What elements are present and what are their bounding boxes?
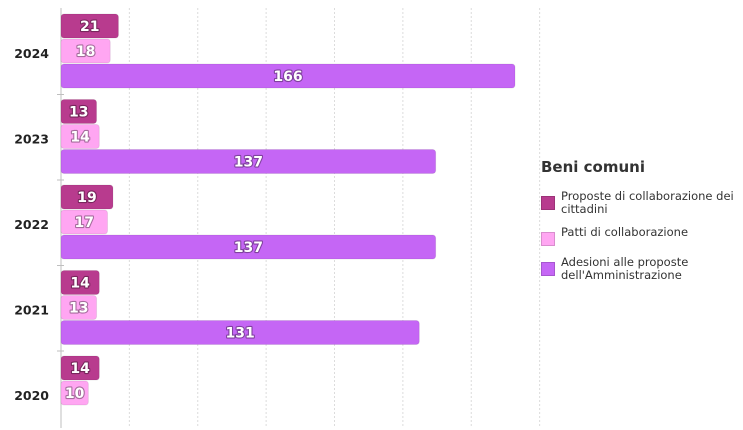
data-label: 17 (75, 215, 94, 231)
data-label: 10 (65, 386, 85, 402)
bar (60, 13, 119, 39)
bar (60, 63, 516, 89)
legend-item-adesioni[interactable]: Adesioni alle proposte dell'Amministrazi… (541, 256, 741, 282)
bar (60, 234, 437, 260)
data-label: 14 (70, 276, 90, 292)
data-label: 13 (69, 301, 88, 317)
category-label: 2020 (14, 388, 49, 403)
data-label: 18 (76, 44, 95, 60)
bar (60, 380, 89, 406)
legend-swatch-proposte (541, 196, 555, 210)
category-label: 2024 (14, 46, 49, 61)
bar (60, 320, 420, 345)
legend-label-proposte: Proposte di collaborazione dei cittadini (561, 189, 734, 216)
legend-label-adesioni: Adesioni alle proposte dell'Amministrazi… (561, 255, 689, 282)
data-label: 14 (70, 361, 90, 377)
legend-title: Beni comuni (541, 158, 645, 176)
data-label: 19 (77, 190, 96, 206)
legend-swatch-patti (541, 232, 555, 246)
data-label: 131 (226, 326, 255, 342)
legend-item-patti[interactable]: Patti di collaborazione (541, 226, 741, 246)
bar (60, 184, 114, 210)
bar (60, 38, 111, 64)
category-label: 2021 (14, 303, 49, 318)
data-label: 13 (69, 105, 88, 121)
bar (60, 295, 98, 320)
data-label: 137 (234, 155, 263, 171)
data-label: 137 (234, 240, 263, 256)
category-label: 2023 (14, 132, 49, 147)
category-label: 2022 (14, 217, 49, 232)
bar (60, 209, 108, 235)
bar (60, 355, 100, 381)
legend-label-patti: Patti di collaborazione (561, 225, 689, 239)
bar (60, 270, 100, 295)
bar (60, 99, 98, 124)
bar (60, 124, 100, 149)
data-label: 21 (80, 19, 99, 35)
legend-swatch-adesioni (541, 262, 555, 276)
legend-item-proposte[interactable]: Proposte di collaborazione dei cittadini (541, 190, 741, 216)
legend: Beni comuni Proposte di collaborazione d… (541, 158, 741, 292)
data-label: 166 (273, 69, 302, 85)
bar (60, 149, 437, 174)
data-label: 14 (70, 130, 90, 146)
